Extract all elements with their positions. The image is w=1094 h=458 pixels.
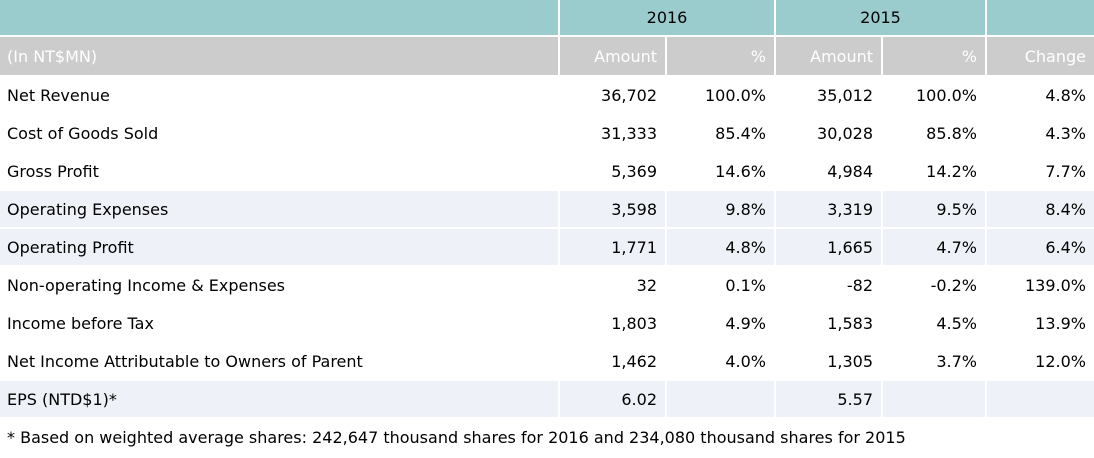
cell-2016-pct: 0.1% xyxy=(667,267,776,305)
cell-2015-pct: 100.0% xyxy=(883,77,987,115)
year-header-2015: 2015 xyxy=(776,0,987,37)
cell-change: 13.9% xyxy=(987,305,1094,343)
cell-2015-pct: 3.7% xyxy=(883,343,987,381)
table-body: Net Revenue 36,702 100.0% 35,012 100.0% … xyxy=(0,77,1094,419)
row-label: EPS (NTD$1)* xyxy=(0,381,560,419)
cell-change: 8.4% xyxy=(987,191,1094,229)
table-row: Cost of Goods Sold 31,333 85.4% 30,028 8… xyxy=(0,115,1094,153)
cell-change: 4.8% xyxy=(987,77,1094,115)
cell-2016-amount: 31,333 xyxy=(560,115,667,153)
cell-2016-pct: 100.0% xyxy=(667,77,776,115)
cell-2015-amount: -82 xyxy=(776,267,883,305)
cell-2016-amount: 32 xyxy=(560,267,667,305)
cell-2015-amount: 35,012 xyxy=(776,77,883,115)
year-header-2016: 2016 xyxy=(560,0,776,37)
row-label: Net Revenue xyxy=(0,77,560,115)
cell-change xyxy=(987,381,1094,419)
table-row: Non-operating Income & Expenses 32 0.1% … xyxy=(0,267,1094,305)
year-header-row: 2016 2015 xyxy=(0,0,1094,37)
table-row: Net Income Attributable to Owners of Par… xyxy=(0,343,1094,381)
col-header-2016-amount: Amount xyxy=(560,37,667,77)
column-header-row: (In NT$MN) Amount % Amount % Change xyxy=(0,37,1094,77)
cell-2015-amount: 30,028 xyxy=(776,115,883,153)
cell-2015-amount: 3,319 xyxy=(776,191,883,229)
cell-2015-amount: 5.57 xyxy=(776,381,883,419)
cell-2015-pct: 9.5% xyxy=(883,191,987,229)
cell-2015-amount: 1,305 xyxy=(776,343,883,381)
row-label: Net Income Attributable to Owners of Par… xyxy=(0,343,560,381)
row-label: Operating Expenses xyxy=(0,191,560,229)
row-label: Gross Profit xyxy=(0,153,560,191)
cell-2015-pct xyxy=(883,381,987,419)
cell-2016-amount: 1,771 xyxy=(560,229,667,267)
cell-2015-amount: 4,984 xyxy=(776,153,883,191)
cell-2015-pct: 4.7% xyxy=(883,229,987,267)
cell-2016-pct: 9.8% xyxy=(667,191,776,229)
row-label: Operating Profit xyxy=(0,229,560,267)
cell-2016-amount: 36,702 xyxy=(560,77,667,115)
table-row: Operating Profit 1,771 4.8% 1,665 4.7% 6… xyxy=(0,229,1094,267)
row-label: Non-operating Income & Expenses xyxy=(0,267,560,305)
footnote: * Based on weighted average shares: 242,… xyxy=(7,428,906,447)
table-row: Gross Profit 5,369 14.6% 4,984 14.2% 7.7… xyxy=(0,153,1094,191)
row-label: Income before Tax xyxy=(0,305,560,343)
cell-2016-amount: 5,369 xyxy=(560,153,667,191)
table-row: Net Revenue 36,702 100.0% 35,012 100.0% … xyxy=(0,77,1094,115)
year-header-change-spacer xyxy=(987,0,1094,37)
cell-2015-pct: 4.5% xyxy=(883,305,987,343)
table-row: Operating Expenses 3,598 9.8% 3,319 9.5%… xyxy=(0,191,1094,229)
row-label: Cost of Goods Sold xyxy=(0,115,560,153)
cell-2015-pct: -0.2% xyxy=(883,267,987,305)
col-header-2015-amount: Amount xyxy=(776,37,883,77)
cell-change: 139.0% xyxy=(987,267,1094,305)
cell-2016-pct: 4.9% xyxy=(667,305,776,343)
table-row: Income before Tax 1,803 4.9% 1,583 4.5% … xyxy=(0,305,1094,343)
cell-2016-pct: 4.8% xyxy=(667,229,776,267)
income-statement-table: 2016 2015 (In NT$MN) Amount % Amount % C… xyxy=(0,0,1094,419)
cell-change: 4.3% xyxy=(987,115,1094,153)
col-header-2016-pct: % xyxy=(667,37,776,77)
cell-2016-pct: 85.4% xyxy=(667,115,776,153)
cell-2016-amount: 1,462 xyxy=(560,343,667,381)
cell-2016-pct xyxy=(667,381,776,419)
cell-change: 7.7% xyxy=(987,153,1094,191)
cell-change: 12.0% xyxy=(987,343,1094,381)
cell-2015-pct: 85.8% xyxy=(883,115,987,153)
cell-2016-pct: 14.6% xyxy=(667,153,776,191)
cell-2015-amount: 1,583 xyxy=(776,305,883,343)
cell-2016-pct: 4.0% xyxy=(667,343,776,381)
cell-2015-amount: 1,665 xyxy=(776,229,883,267)
year-header-spacer xyxy=(0,0,560,37)
table-row: EPS (NTD$1)* 6.02 5.57 xyxy=(0,381,1094,419)
col-header-change: Change xyxy=(987,37,1094,77)
cell-change: 6.4% xyxy=(987,229,1094,267)
cell-2015-pct: 14.2% xyxy=(883,153,987,191)
cell-2016-amount: 6.02 xyxy=(560,381,667,419)
cell-2016-amount: 3,598 xyxy=(560,191,667,229)
col-header-2015-pct: % xyxy=(883,37,987,77)
cell-2016-amount: 1,803 xyxy=(560,305,667,343)
unit-label: (In NT$MN) xyxy=(0,37,560,77)
